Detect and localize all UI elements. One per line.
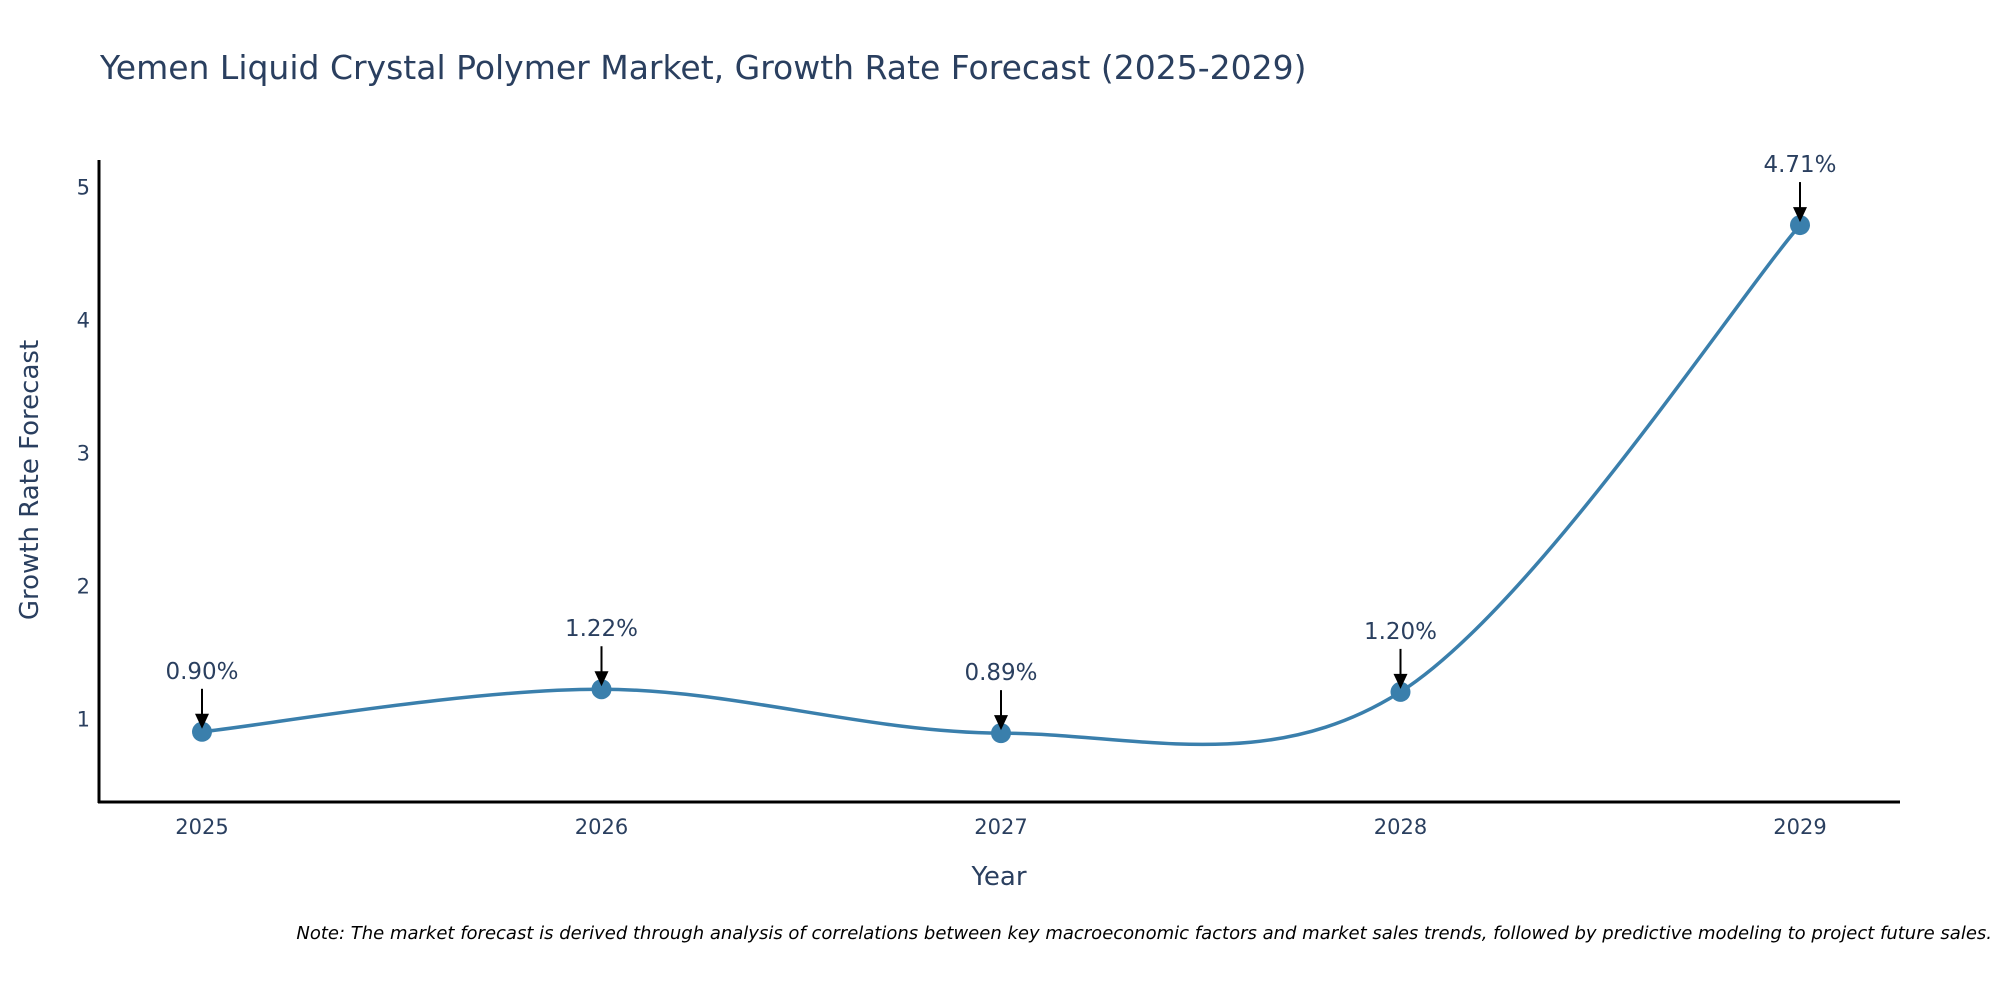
- x-tick-label: 2026: [575, 815, 628, 839]
- x-axis-title: Year: [970, 862, 1026, 892]
- annotation-arrow-head: [1793, 207, 1807, 223]
- data-label: 1.20%: [1364, 619, 1437, 645]
- data-annotations: 0.90% 1.22% 0.89% 1.20% 4.71%: [165, 152, 1837, 731]
- y-tick-label: 2: [77, 575, 90, 599]
- data-point: [591, 679, 612, 700]
- annotation-arrow-head: [1393, 673, 1408, 689]
- footnote: Note: The market forecast is derived thr…: [296, 923, 1992, 944]
- x-tick-labels: 2025 2026 2027 2028 2029: [175, 815, 1826, 839]
- annotation-arrow-head: [994, 715, 1008, 731]
- data-point: [1390, 681, 1411, 702]
- plot-area: 1 2 3 4 5 2025 2026 2027 2028 2029 0.90% 1.22% 0.8…: [77, 152, 1900, 839]
- x-tick-label: 2027: [974, 815, 1027, 839]
- data-point: [1790, 215, 1810, 236]
- growth-rate-line: [201, 223, 1802, 747]
- y-tick-label: 5: [77, 176, 90, 200]
- y-axis-title: Growth Rate Forecast: [15, 340, 45, 620]
- x-tick-label: 2025: [175, 815, 228, 839]
- data-label: 1.22%: [565, 616, 638, 642]
- y-tick-label: 1: [77, 708, 90, 732]
- data-point: [991, 723, 1011, 744]
- chart-title: Yemen Liquid Crystal Polymer Market, Gro…: [99, 48, 1306, 87]
- annotation-arrow-head: [594, 671, 609, 687]
- data-label: 0.89%: [964, 660, 1037, 686]
- data-point: [192, 721, 212, 742]
- x-tick-label: 2029: [1773, 815, 1826, 839]
- y-tick-label: 3: [77, 442, 90, 466]
- x-tick-label: 2028: [1374, 815, 1427, 839]
- data-label: 0.90%: [165, 659, 238, 685]
- y-tick-label: 4: [77, 309, 90, 333]
- y-tick-labels: 1 2 3 4 5: [77, 176, 90, 732]
- data-label: 4.71%: [1763, 152, 1836, 178]
- annotation-arrow-head: [195, 713, 209, 729]
- data-markers: [192, 215, 1810, 744]
